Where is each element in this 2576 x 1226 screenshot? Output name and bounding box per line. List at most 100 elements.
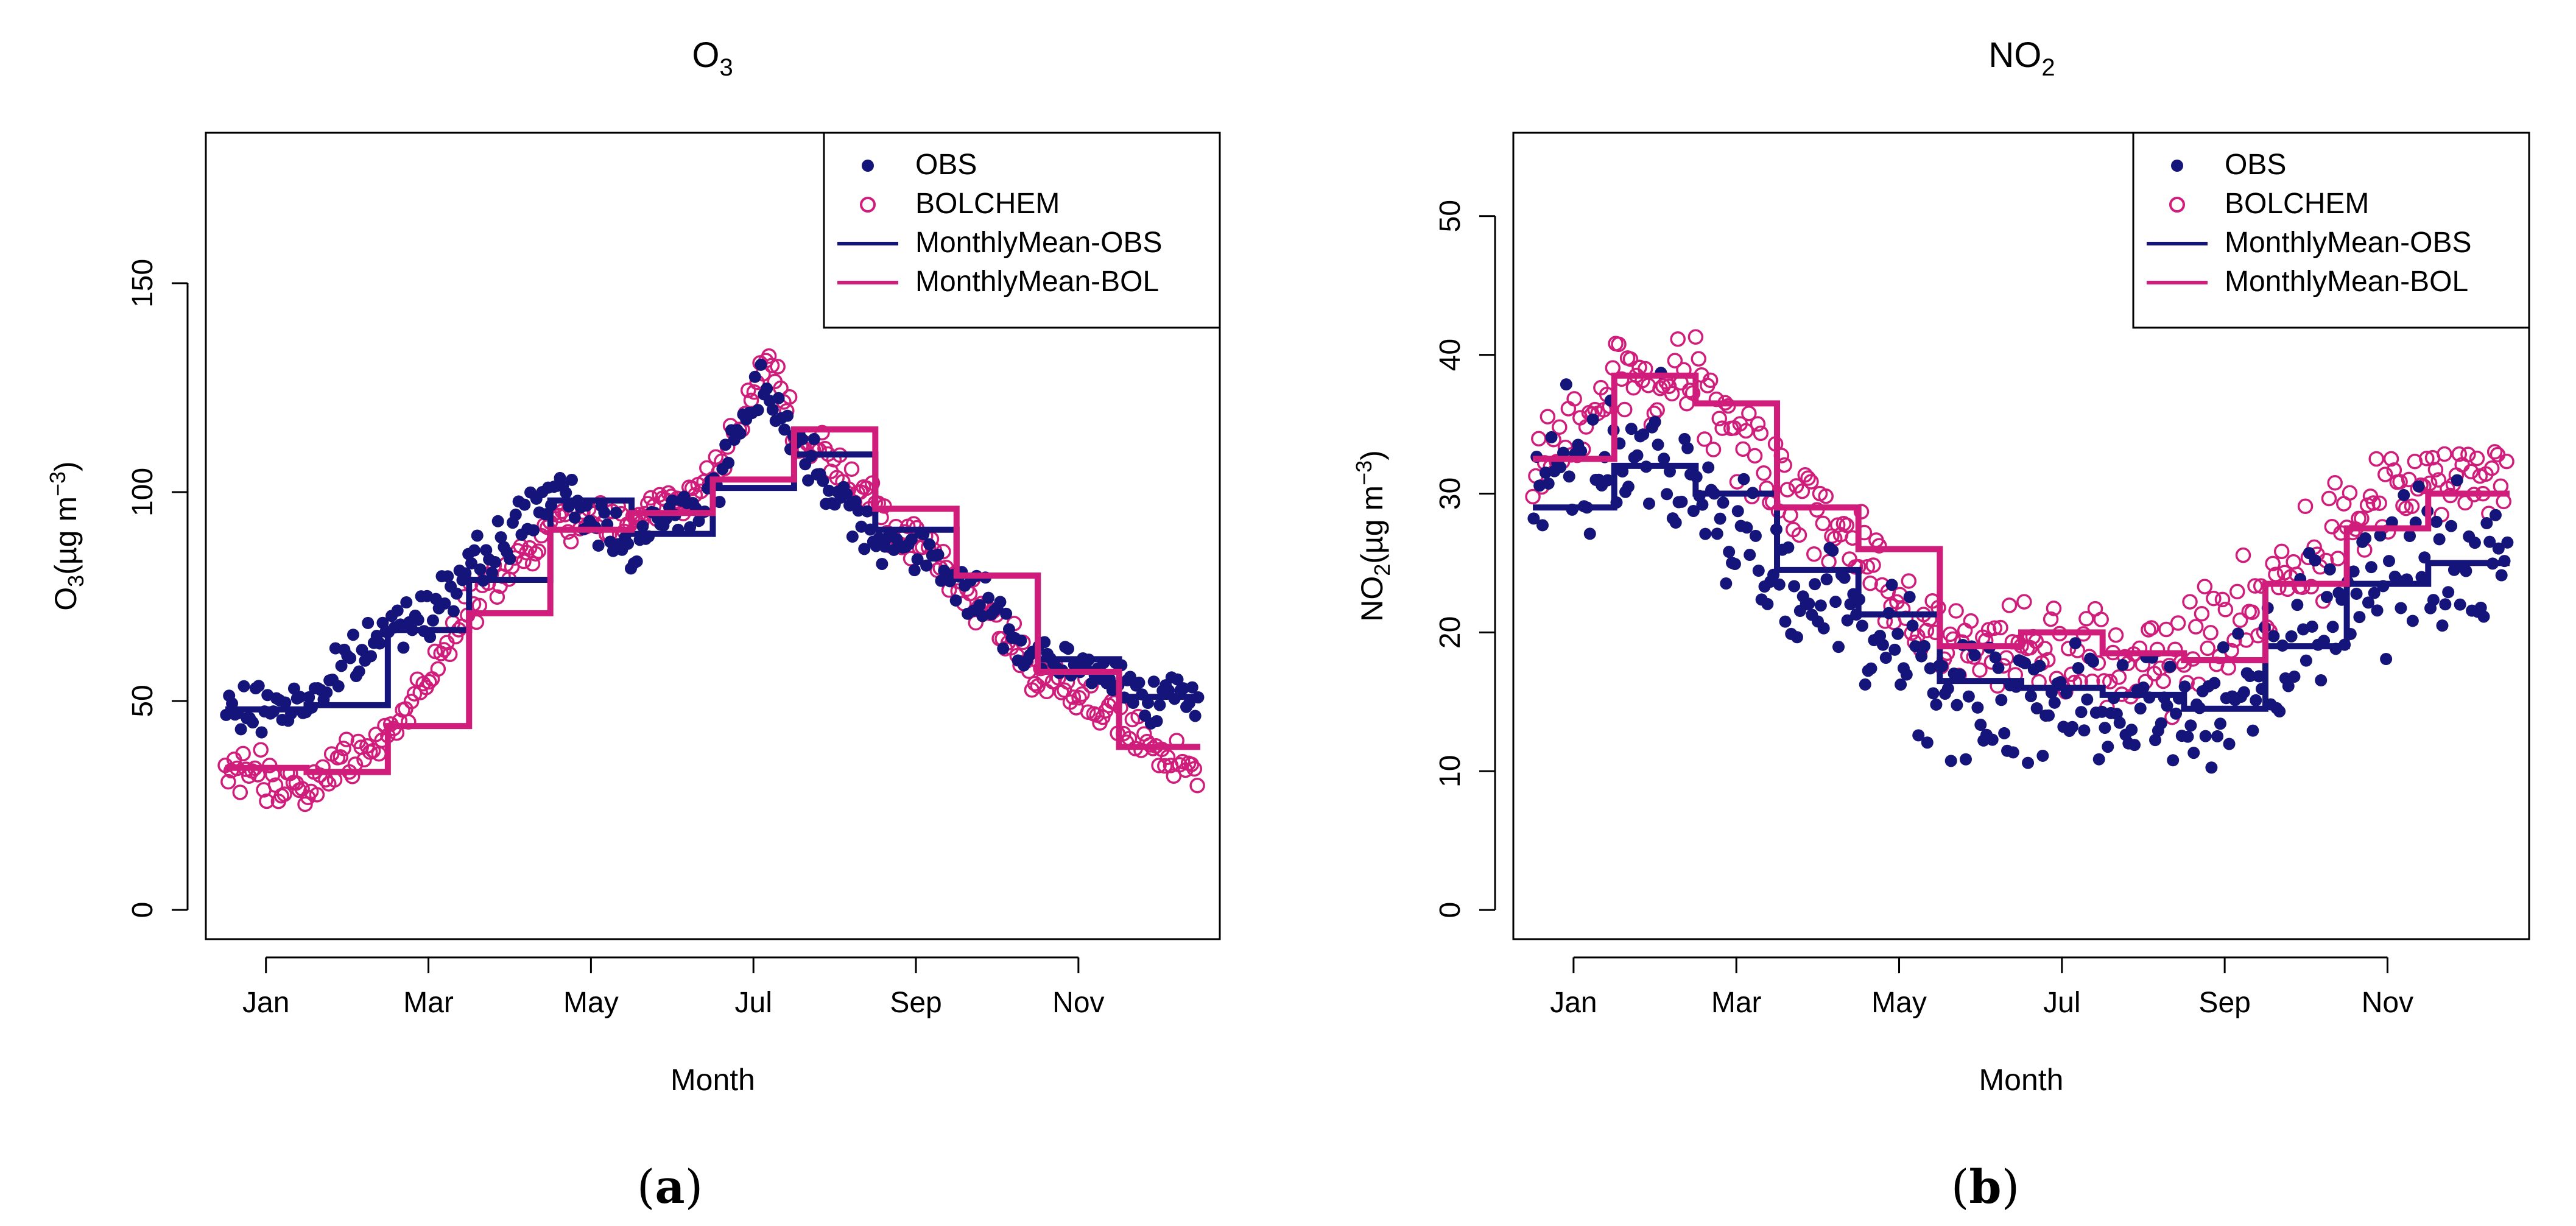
- obs-point: [1788, 580, 1801, 593]
- obs-point: [2398, 488, 2410, 501]
- bolchem-point: [2229, 583, 2245, 600]
- obs-point: [2170, 707, 2183, 720]
- obs-point: [2048, 696, 2061, 709]
- x-tick-label: Jan: [242, 987, 289, 1019]
- bolchem-point: [2484, 460, 2500, 476]
- legend-bol-marker: [860, 197, 876, 213]
- obs-point: [1557, 446, 1570, 459]
- obs-point: [2365, 561, 2377, 574]
- obs-point: [1583, 527, 1596, 540]
- obs-point: [1661, 488, 1673, 501]
- obs-point: [1989, 651, 2002, 664]
- obs-point: [2492, 542, 2505, 555]
- obs-point: [982, 591, 995, 604]
- bolchem-point: [2377, 467, 2393, 482]
- legend-label: BOLCHEM: [2225, 188, 2369, 220]
- bolchem-point: [2046, 601, 2062, 616]
- x-tick-label: Sep: [2198, 987, 2250, 1019]
- obs-point: [755, 358, 767, 371]
- obs-point: [994, 596, 1007, 608]
- bolchem-point: [1862, 575, 1878, 591]
- obs-point: [2181, 730, 2194, 743]
- obs-point: [2382, 555, 2395, 568]
- obs-point: [1773, 578, 1786, 591]
- obs-point: [1728, 557, 1741, 570]
- x-tick-label: Jan: [1550, 987, 1597, 1019]
- bolchem-point: [1611, 336, 1627, 353]
- obs-point: [2247, 724, 2259, 737]
- bolchem-point: [2108, 627, 2124, 643]
- bolchem-point: [2093, 611, 2109, 627]
- data-layer: [1525, 329, 2514, 774]
- bolchem-point: [2144, 620, 2159, 636]
- obs-point: [1998, 727, 2011, 739]
- panel-label: (a): [637, 1160, 703, 1214]
- obs-point: [2092, 753, 2105, 766]
- obs-point: [2232, 627, 2245, 640]
- bolchem-point: [2232, 612, 2248, 629]
- bolchem-point: [2037, 641, 2053, 657]
- obs-point: [2072, 662, 2085, 675]
- obs-point: [2353, 611, 2366, 624]
- bolchem-point: [2486, 444, 2503, 460]
- obs-point: [2217, 641, 2229, 654]
- legend: OBS BOLCHEM MonthlyMean-OBS MonthlyMean-BOL: [823, 132, 1221, 329]
- bolchem-point: [1186, 761, 1203, 777]
- legend-obs-marker: [862, 160, 874, 172]
- obs-point: [2454, 598, 2466, 611]
- obs-point: [491, 515, 504, 527]
- obs-point: [1717, 496, 1730, 509]
- obs-point: [1918, 639, 1930, 652]
- bolchem-point: [2383, 451, 2399, 467]
- obs-point: [852, 504, 865, 517]
- obs-point: [666, 494, 678, 507]
- obs-point: [1895, 678, 1907, 691]
- bolchem-point: [1175, 753, 1191, 770]
- obs-point: [778, 423, 791, 436]
- obs-point: [518, 498, 531, 511]
- legend-box: [2132, 132, 2530, 329]
- obs-point: [1749, 529, 1762, 542]
- obs-point: [2320, 591, 2333, 604]
- obs-point: [1841, 614, 1854, 627]
- bolchem-point: [1815, 515, 1831, 532]
- bolchem-point: [1738, 423, 1754, 439]
- obs-point: [2371, 604, 2384, 617]
- bolchem-point: [259, 793, 275, 809]
- bolchem-point: [2187, 619, 2204, 635]
- bolchem-point: [1948, 603, 1964, 619]
- bolchem-point: [2155, 673, 2172, 689]
- obs-point: [1720, 577, 1733, 590]
- obs-point: [1062, 643, 1075, 655]
- obs-point: [2164, 660, 2177, 673]
- bolchem-point: [2214, 591, 2231, 608]
- obs-point: [397, 641, 410, 654]
- obs-point: [2205, 761, 2218, 774]
- bolchem-point: [2371, 495, 2387, 511]
- obs-point: [1622, 481, 1635, 493]
- bolchem-point: [1714, 420, 1730, 436]
- obs-point: [412, 613, 424, 626]
- bolchem-point: [1998, 650, 2015, 666]
- data-layer: [217, 348, 1205, 812]
- x-tick-label: Mar: [1711, 987, 1762, 1019]
- obs-point: [1124, 671, 1136, 683]
- obs-point: [2480, 517, 2493, 530]
- obs-point: [949, 594, 962, 607]
- obs-point: [1995, 694, 2008, 706]
- obs-point: [1147, 675, 1160, 688]
- bolchem-point: [333, 749, 348, 765]
- bolchem-point: [1667, 353, 1683, 368]
- obs-point: [1962, 690, 1975, 703]
- obs-point: [344, 652, 357, 664]
- bolchem-point: [2111, 669, 2127, 685]
- bolchem-point: [1829, 517, 1846, 533]
- obs-point: [2380, 653, 2393, 666]
- obs-point: [1731, 505, 1744, 518]
- x-tick-label: Nov: [2362, 987, 2413, 1019]
- obs-point: [781, 409, 794, 422]
- obs-point: [2184, 719, 2197, 732]
- bolchem-point: [276, 786, 292, 802]
- bolchem-point: [1705, 442, 1722, 457]
- obs-point: [2022, 756, 2035, 769]
